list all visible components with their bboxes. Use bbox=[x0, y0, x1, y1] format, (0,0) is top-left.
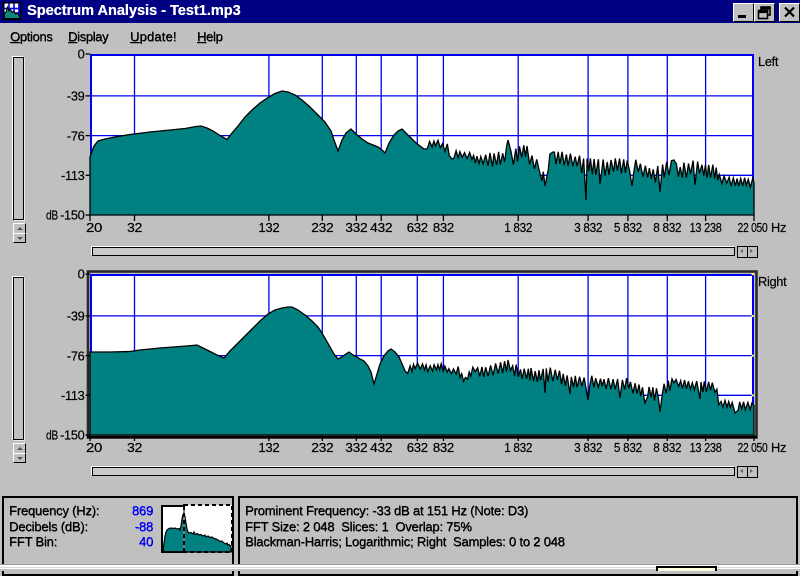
svg-text:8 832: 8 832 bbox=[653, 440, 681, 455]
svg-text:432: 432 bbox=[370, 220, 392, 235]
svg-text:22 050: 22 050 bbox=[738, 220, 768, 235]
svg-text:-39: -39 bbox=[67, 309, 85, 324]
svg-text:32: 32 bbox=[127, 220, 142, 235]
svg-text:-76: -76 bbox=[67, 128, 85, 143]
svg-text:5 832: 5 832 bbox=[614, 440, 642, 455]
svg-text:5 832: 5 832 bbox=[614, 220, 642, 235]
svg-text:432: 432 bbox=[370, 440, 392, 455]
svg-text:13 238: 13 238 bbox=[690, 440, 722, 455]
svg-text:832: 832 bbox=[433, 440, 454, 455]
svg-text:-39: -39 bbox=[67, 89, 85, 104]
svg-text:0: 0 bbox=[78, 268, 85, 282]
svg-text:832: 832 bbox=[433, 220, 454, 235]
svg-text:-150: -150 bbox=[60, 428, 85, 443]
svg-text:20: 20 bbox=[86, 440, 102, 455]
svg-text:dB: dB bbox=[46, 208, 58, 223]
svg-text:232: 232 bbox=[311, 220, 333, 235]
svg-text:-113: -113 bbox=[61, 388, 85, 403]
svg-text:132: 132 bbox=[258, 440, 279, 455]
svg-text:20: 20 bbox=[86, 220, 102, 235]
svg-text:-113: -113 bbox=[61, 168, 85, 183]
svg-text:Hz: Hz bbox=[771, 440, 786, 455]
svg-text:332: 332 bbox=[345, 220, 367, 235]
svg-text:dB: dB bbox=[46, 428, 58, 443]
svg-text:22 050: 22 050 bbox=[738, 440, 768, 455]
svg-text:632: 632 bbox=[407, 440, 428, 455]
svg-text:1 832: 1 832 bbox=[504, 220, 532, 235]
svg-text:-76: -76 bbox=[67, 348, 85, 363]
svg-text:13 238: 13 238 bbox=[690, 220, 722, 235]
svg-text:Hz: Hz bbox=[771, 220, 786, 235]
svg-text:3 832: 3 832 bbox=[574, 220, 602, 235]
svg-text:1 832: 1 832 bbox=[504, 440, 532, 455]
svg-text:8 832: 8 832 bbox=[653, 220, 681, 235]
svg-text:3 832: 3 832 bbox=[574, 440, 602, 455]
svg-text:Left: Left bbox=[758, 54, 779, 69]
svg-text:32: 32 bbox=[127, 440, 142, 455]
svg-text:332: 332 bbox=[345, 440, 367, 455]
svg-text:132: 132 bbox=[258, 220, 279, 235]
svg-text:-150: -150 bbox=[60, 208, 85, 223]
svg-text:232: 232 bbox=[311, 440, 333, 455]
svg-text:Right: Right bbox=[758, 274, 787, 289]
svg-text:632: 632 bbox=[407, 220, 428, 235]
svg-text:0: 0 bbox=[78, 48, 85, 62]
